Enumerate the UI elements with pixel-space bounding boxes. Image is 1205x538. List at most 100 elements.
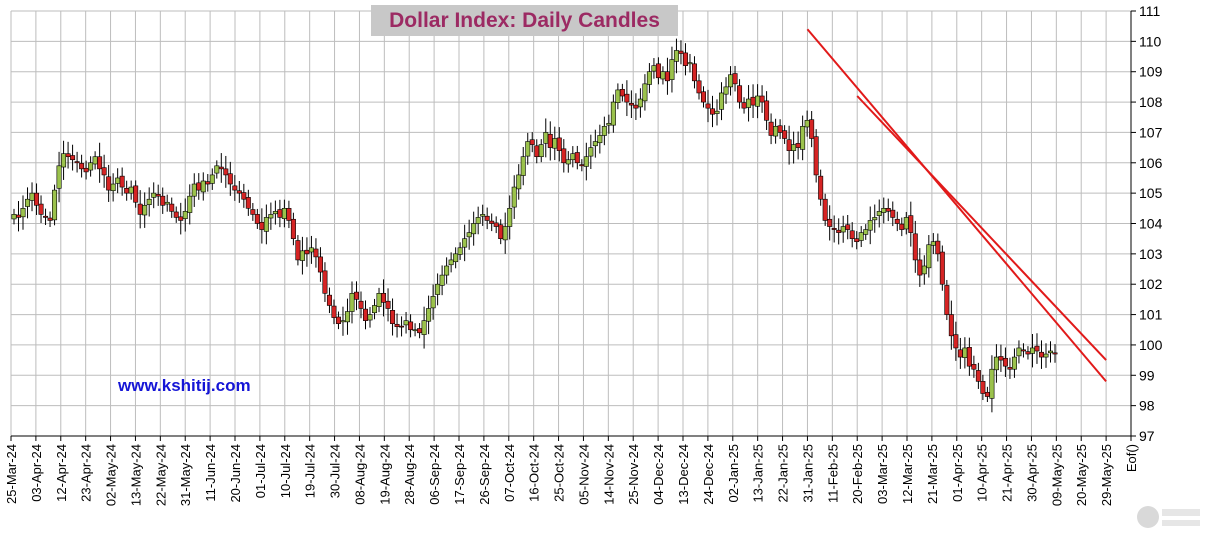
- candle-up: [840, 226, 846, 233]
- candle-down: [106, 176, 112, 191]
- candle-up: [989, 368, 995, 399]
- candle-down: [133, 185, 139, 203]
- candle-down: [894, 218, 900, 224]
- candle-up: [308, 247, 314, 253]
- candle-up: [592, 141, 598, 147]
- candle-down: [390, 310, 396, 324]
- candle-down: [957, 349, 963, 358]
- x-tick-label: 02-Jan-25: [726, 444, 741, 503]
- x-tick-label: 11-Feb-25: [825, 444, 840, 503]
- candle-up: [281, 208, 287, 219]
- candle-down: [417, 328, 423, 334]
- candle-down: [322, 270, 328, 294]
- candle-up: [480, 214, 486, 217]
- candle-up: [299, 250, 305, 261]
- x-tick-label: 09-May-25: [1049, 444, 1064, 506]
- chart-title: Dollar Index: Daily Candles: [389, 8, 660, 32]
- candle-up: [115, 177, 121, 184]
- candle-up: [430, 296, 436, 309]
- candle-down: [750, 96, 756, 106]
- candle-up: [552, 138, 558, 149]
- candle-down: [885, 208, 891, 212]
- candle-up: [272, 211, 278, 215]
- candle-up: [110, 183, 116, 192]
- candle-down: [245, 197, 251, 209]
- candle-down: [70, 155, 76, 161]
- x-tick-label: 22-May-24: [153, 444, 168, 506]
- x-tick-label: 11-Jun-24: [203, 444, 218, 502]
- candle-down: [317, 256, 323, 273]
- candle-down: [484, 215, 490, 221]
- candle-up: [29, 192, 35, 201]
- x-tick-label: 31-Jan-25: [800, 444, 815, 503]
- x-tick-label: 25-Nov-24: [626, 444, 641, 505]
- candle-up: [448, 259, 454, 266]
- y-tick-label: 104: [1139, 216, 1163, 232]
- candle-up: [146, 198, 152, 205]
- candle-up: [525, 141, 531, 157]
- x-tick-label: 30-Jul-24: [328, 444, 343, 498]
- x-tick-label: 13-May-24: [128, 444, 143, 506]
- candle-down: [939, 251, 945, 285]
- candle-down: [79, 163, 85, 170]
- candle-up: [187, 195, 193, 213]
- candle-down: [381, 293, 387, 303]
- candle-down: [696, 80, 702, 94]
- candle-down: [47, 217, 53, 221]
- x-tick-label: 24-Dec-24: [701, 444, 716, 505]
- candle-up: [543, 132, 549, 144]
- candle-up: [1047, 350, 1053, 354]
- candle-down: [705, 103, 711, 109]
- candle-down: [259, 221, 265, 230]
- candle-down: [1020, 349, 1026, 352]
- candle-up: [903, 217, 909, 230]
- y-tick-label: 97: [1139, 428, 1155, 444]
- candle-up: [372, 305, 378, 314]
- x-tick-label: 17-Sep-24: [452, 444, 467, 505]
- candle-up: [502, 226, 508, 241]
- candle-down: [16, 214, 22, 218]
- candle-up: [723, 86, 729, 95]
- candle-down: [975, 370, 981, 382]
- candle-up: [755, 95, 761, 107]
- candle-up: [872, 217, 878, 221]
- candle-down: [849, 230, 855, 239]
- candle-down: [304, 249, 310, 255]
- candle-down: [223, 168, 229, 176]
- candle-up: [444, 265, 450, 276]
- candle-up: [660, 71, 666, 80]
- x-tick-label: 20-Jun-24: [228, 444, 243, 503]
- candle-up: [993, 356, 999, 371]
- candle-down: [561, 148, 567, 164]
- candle-down: [547, 133, 553, 148]
- candle-down: [899, 223, 905, 230]
- candle-down: [1025, 351, 1031, 355]
- candle-down: [218, 166, 224, 170]
- candle-down: [912, 233, 918, 261]
- candle-down: [205, 181, 211, 185]
- candle-down: [295, 240, 301, 261]
- candle-down: [529, 139, 535, 145]
- x-tick-label: 20-Feb-25: [850, 444, 865, 504]
- y-tick-label: 109: [1139, 64, 1163, 80]
- website-annotation: www.kshitij.com: [118, 376, 251, 395]
- candle-up: [349, 293, 355, 312]
- x-tick-label: 03-Apr-24: [29, 444, 44, 502]
- candle-down: [813, 136, 819, 176]
- candle-down: [1034, 345, 1040, 352]
- candle-down: [710, 108, 716, 115]
- y-tick-label: 107: [1139, 124, 1163, 140]
- y-tick-label: 106: [1139, 155, 1163, 171]
- candle-down: [155, 194, 161, 197]
- candle-up: [565, 159, 571, 165]
- candle-up: [597, 135, 603, 144]
- candle-up: [471, 223, 477, 235]
- candle-down: [97, 156, 103, 170]
- y-tick-label: 108: [1139, 94, 1163, 110]
- candle-up: [421, 320, 427, 335]
- x-tick-label: 20-May-25: [1074, 444, 1089, 506]
- candle-up: [142, 204, 148, 216]
- y-tick-label: 98: [1139, 398, 1155, 414]
- trendline: [856, 95, 1107, 361]
